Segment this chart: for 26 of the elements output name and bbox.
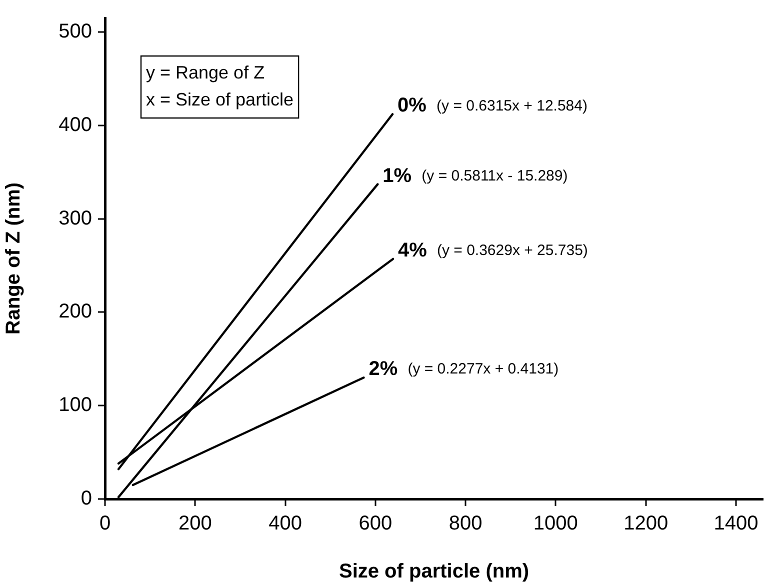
y-tick-label: 300 bbox=[58, 207, 92, 230]
annotation: (y = 0.6315x + 12.584) bbox=[436, 97, 588, 114]
x-tick-label: 1400 bbox=[714, 512, 758, 535]
x-tick-label: 200 bbox=[178, 512, 212, 535]
annotation: y = Range of Z bbox=[146, 62, 265, 82]
annotation: (y = 0.3629x + 25.735) bbox=[436, 242, 588, 260]
y-tick-label: 400 bbox=[58, 114, 92, 136]
y-tick-label: 200 bbox=[58, 300, 92, 323]
x-tick-label: 400 bbox=[268, 512, 302, 535]
annotation: (y = 0.2277x + 0.4131) bbox=[408, 360, 559, 378]
x-tick-label: 800 bbox=[448, 512, 482, 535]
y-tick-label: 0 bbox=[80, 488, 92, 510]
series-label: 0% bbox=[398, 94, 427, 117]
y-axis-title: Range of Z (nm) bbox=[2, 182, 25, 335]
series-label: 1% bbox=[382, 164, 412, 187]
x-axis-title: Size of particle (nm) bbox=[338, 560, 530, 583]
y-tick-label: 100 bbox=[58, 394, 92, 416]
annotation: x = Size of particle bbox=[146, 89, 294, 110]
x-tick-label: 1000 bbox=[533, 512, 578, 535]
x-tick-label: 0 bbox=[99, 512, 111, 535]
series-label: 4% bbox=[398, 239, 428, 262]
series-label: 2% bbox=[368, 358, 398, 380]
x-tick-label: 1200 bbox=[624, 512, 668, 535]
x-tick-label: 600 bbox=[358, 512, 392, 535]
y-tick-label: 500 bbox=[58, 20, 92, 43]
annotation: (y = 0.5811x - 15.289) bbox=[422, 167, 568, 184]
